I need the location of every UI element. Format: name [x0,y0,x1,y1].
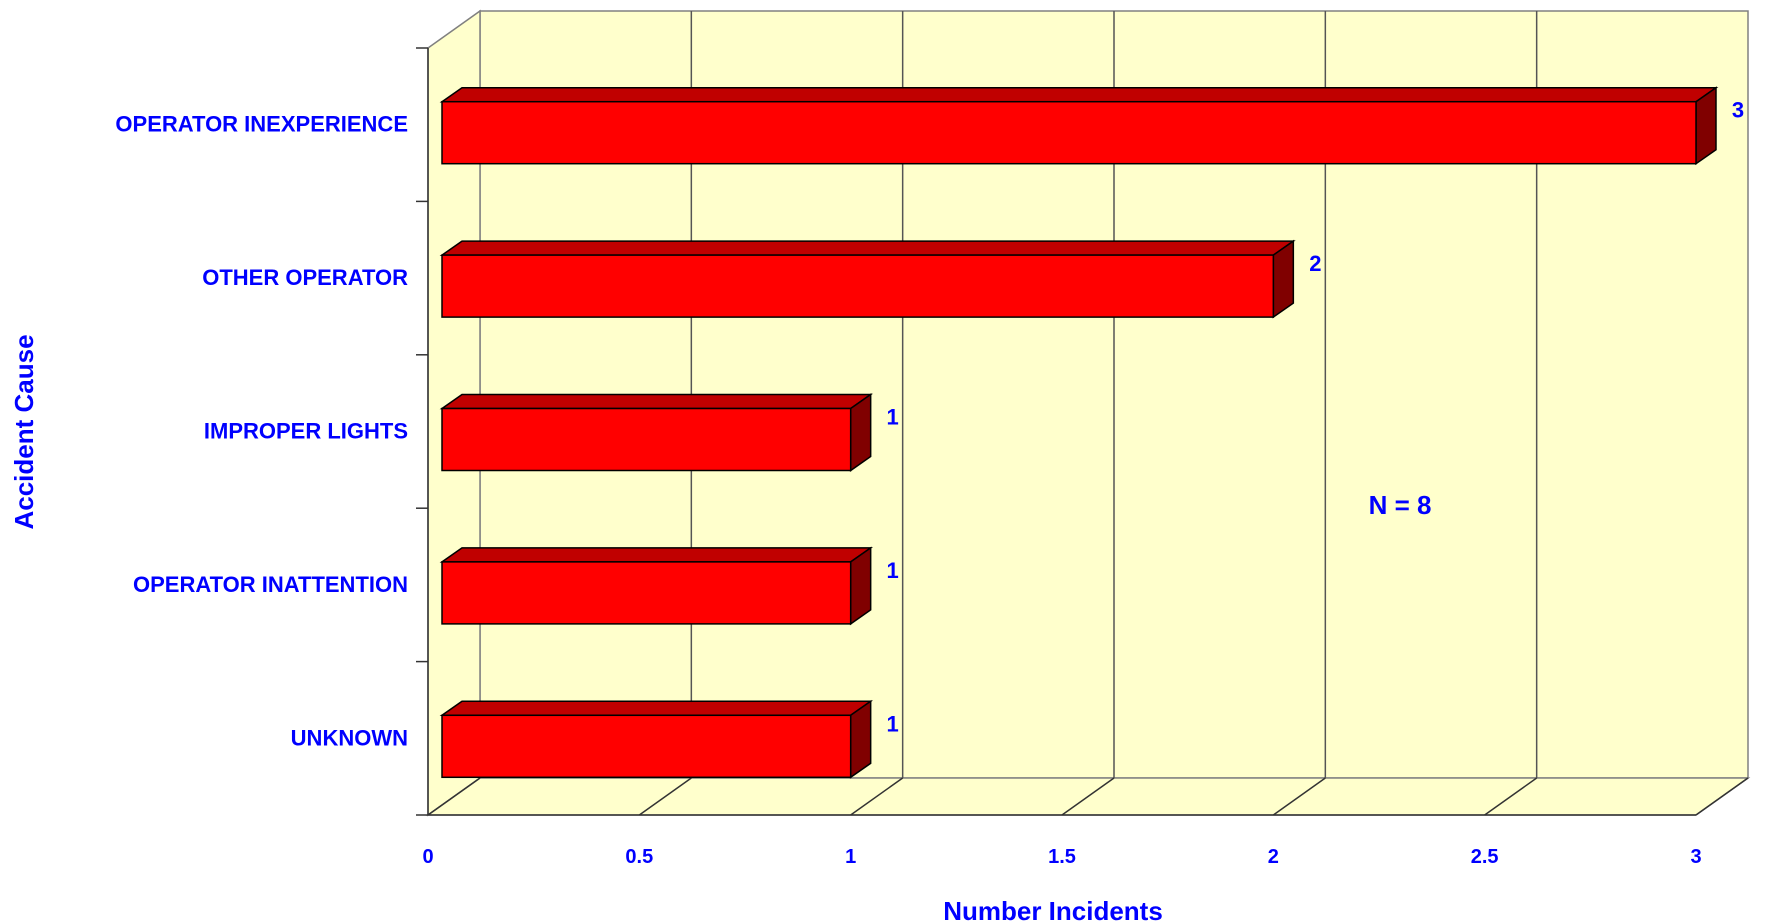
x-tick-label: 1 [845,846,856,868]
y-tick-label: UNKNOWN [291,725,408,750]
data-label: 1 [887,711,899,736]
y-tick-label: OPERATOR INATTENTION [133,572,408,597]
x-tick-label: 3 [1690,846,1701,868]
bar-side-face [849,546,872,626]
data-labels: 3 2 1 1 1 [887,98,1745,737]
bar-front-face [441,714,852,779]
bar-0 [439,86,1719,166]
y-axis-title: Accident Cause [9,334,39,529]
bars [439,86,1719,779]
bar-side-face [849,699,872,779]
bar-front-face [441,254,1275,318]
data-label: 1 [887,558,899,583]
annotation-n-count: N = 8 [1369,490,1432,520]
bar-top-face [439,547,874,563]
x-tick-label: 0 [422,846,433,868]
bar-top-face [439,86,1719,103]
bar-front-face [441,561,852,625]
gridline-floor [638,777,692,816]
gridline-floor [850,777,904,816]
x-tick-label: 1.5 [1048,846,1076,868]
y-tick-labels: OPERATOR INEXPERIENCE OTHER OPERATOR IMPRO… [115,112,408,751]
data-label: 3 [1732,98,1744,123]
bar-2 [439,393,874,472]
gridline-floor [1695,777,1749,816]
gridline-floor [1061,777,1115,816]
data-label: 1 [887,405,899,430]
axes [416,47,1696,816]
bar-front-face [441,407,852,472]
y-tick-label: OTHER OPERATOR [202,265,408,290]
bar-3 [439,546,874,626]
x-tick-labels: 0 0.5 1 1.5 2 2.5 3 [422,846,1701,868]
bar-side-face [1695,86,1717,166]
x-axis-title: Number Incidents [943,896,1163,924]
bar-top-face [439,393,874,410]
y-tick-label: OPERATOR INEXPERIENCE [115,112,408,137]
bar-1 [439,239,1296,319]
x-tick-label: 0.5 [625,846,653,868]
bar-top-face [439,700,874,717]
bar-front-face [441,100,1697,165]
gridline-floor [427,777,481,816]
x-tick-label: 2.5 [1471,846,1499,868]
bar-side-face [849,393,872,472]
gridline-floor [1272,777,1326,816]
gridline-floor [1484,777,1538,816]
bar-side-face [1272,239,1295,319]
data-label: 2 [1309,251,1321,276]
bar-top-face [439,240,1296,256]
y-tick-label: IMPROPER LIGHTS [204,419,408,444]
bar-4 [439,699,874,779]
x-tick-label: 2 [1268,846,1279,868]
